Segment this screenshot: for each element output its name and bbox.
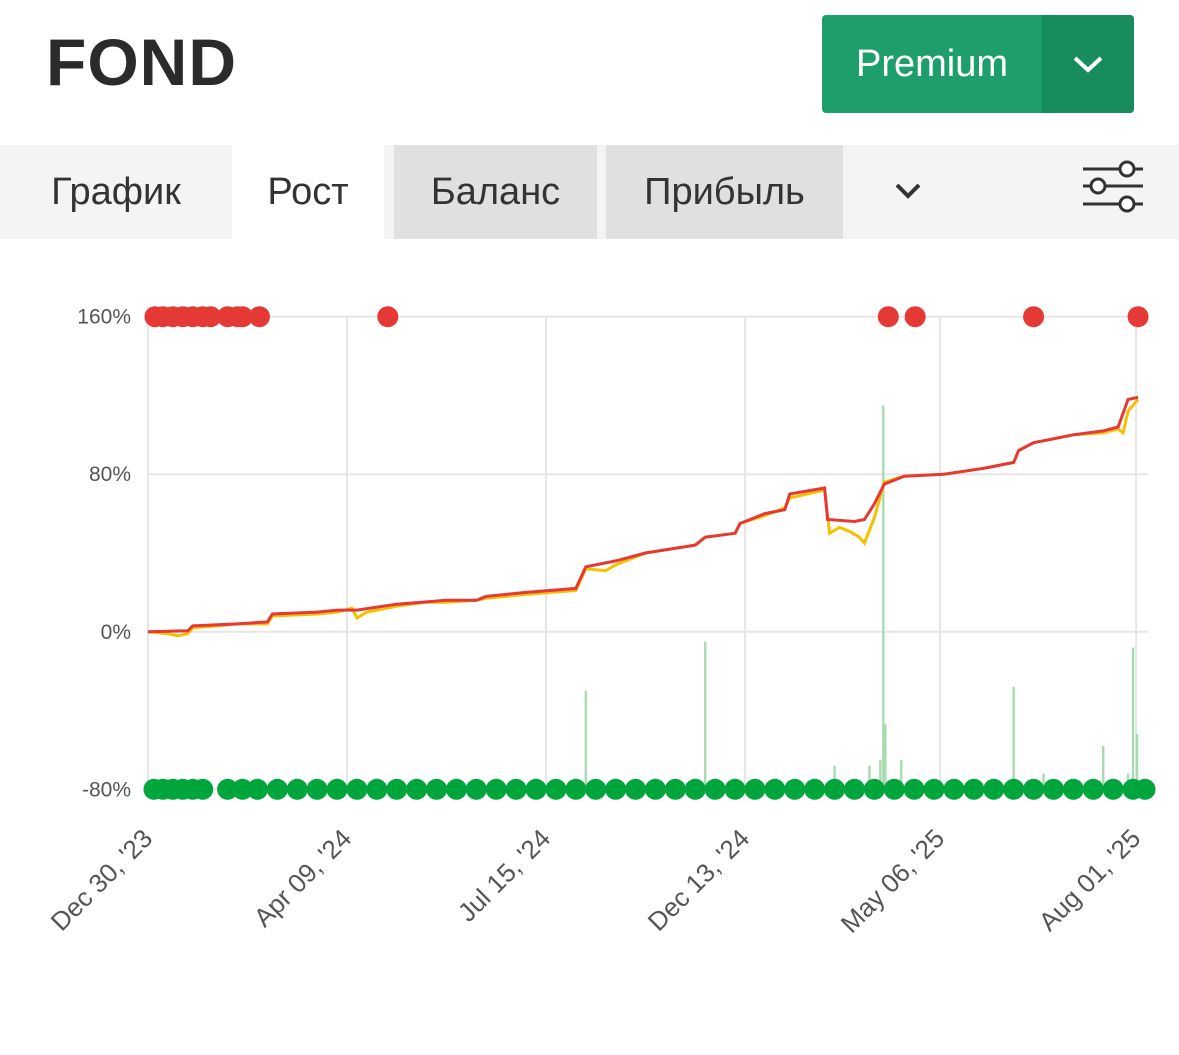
dot <box>505 778 527 800</box>
premium-button[interactable]: Premium <box>822 15 1134 113</box>
volume-bar <box>584 690 588 790</box>
dot <box>704 778 726 800</box>
dot <box>877 306 899 328</box>
volume-bar <box>882 405 885 790</box>
tab[interactable]: Прибыль <box>606 145 843 239</box>
dot <box>963 778 985 800</box>
line <box>147 398 1140 638</box>
dot <box>326 778 348 800</box>
button-label[interactable]: Premium <box>855 42 1009 85</box>
dot <box>232 778 254 800</box>
dot <box>1023 778 1045 800</box>
dot <box>565 778 587 800</box>
tab-active[interactable]: Рост <box>232 145 384 239</box>
tab[interactable]: График <box>0 145 232 239</box>
chart: 160% 80% 0% -80% Dec 30, '23 Apr 09, '24 Jul 1… <box>45 306 1156 939</box>
y-tick-label: 80% <box>89 463 131 486</box>
dot <box>525 778 547 800</box>
dot <box>1082 778 1104 800</box>
dot <box>1003 778 1025 800</box>
dot <box>377 306 399 328</box>
volume-bar <box>833 765 836 790</box>
dot <box>664 778 686 800</box>
x-tick-label: May 06, '25 <box>835 823 951 939</box>
dot <box>863 778 885 800</box>
dot <box>445 778 467 800</box>
y-tick-label: 160% <box>77 306 131 329</box>
dot <box>465 778 487 800</box>
dot <box>426 778 448 800</box>
dot <box>248 306 270 328</box>
dot <box>1127 306 1149 328</box>
dot <box>1134 778 1156 800</box>
x-tick-label: Apr 09, '24 <box>248 823 358 933</box>
dot <box>983 778 1005 800</box>
dot <box>764 778 786 800</box>
dot <box>406 778 428 800</box>
volume-bar <box>884 724 887 790</box>
x-tick-label: Dec 13, '24 <box>642 823 756 937</box>
chevron <box>1073 56 1103 73</box>
dot <box>1102 778 1124 800</box>
x-tick-label: Jul 15, '24 <box>452 823 556 927</box>
dot <box>386 778 408 800</box>
dot <box>1042 778 1064 800</box>
dot <box>903 778 925 800</box>
dot <box>644 778 666 800</box>
volume-bar <box>900 759 903 790</box>
volume-bar <box>1135 734 1139 790</box>
dot <box>286 778 308 800</box>
dot <box>605 778 627 800</box>
dot <box>366 778 388 800</box>
dot <box>904 306 926 328</box>
dot <box>883 778 905 800</box>
dot <box>744 778 766 800</box>
tab[interactable]: Баланс <box>394 145 597 239</box>
dot <box>824 778 846 800</box>
dot <box>306 778 328 800</box>
dot <box>843 778 865 800</box>
x-tick-label: Aug 01, '25 <box>1033 823 1147 937</box>
dot <box>217 778 239 800</box>
settings-icon[interactable] <box>1080 159 1146 219</box>
more-chevron[interactable] <box>893 181 923 203</box>
dot <box>943 778 965 800</box>
dot <box>923 778 945 800</box>
dot <box>246 778 268 800</box>
dot <box>1062 778 1084 800</box>
dot <box>485 778 507 800</box>
volume-bar <box>1102 745 1105 790</box>
dot <box>266 778 288 800</box>
volume-bar <box>879 759 882 790</box>
volume-bar <box>1131 647 1135 790</box>
dot <box>1023 306 1045 328</box>
y-tick-label: -80% <box>82 778 131 801</box>
x-tick-label: Dec 30, '23 <box>45 823 159 937</box>
dot <box>784 778 806 800</box>
dot <box>545 778 567 800</box>
dot <box>232 306 254 328</box>
tab-bar: График Рост Баланс Прибыль <box>0 145 1179 239</box>
dot <box>192 778 214 800</box>
volume-bar <box>868 765 871 790</box>
dot <box>625 778 647 800</box>
line <box>147 395 1139 634</box>
dropdown[interactable] <box>1042 15 1134 113</box>
dot <box>804 778 826 800</box>
dot <box>684 778 706 800</box>
volume-bar <box>1012 686 1015 790</box>
dot <box>724 778 746 800</box>
dot <box>200 306 222 328</box>
dot <box>585 778 607 800</box>
dot <box>346 778 368 800</box>
title: FOND <box>46 25 237 99</box>
volume-bar <box>1042 773 1045 790</box>
volume-bar <box>704 641 707 790</box>
y-tick-label: 0% <box>101 621 131 644</box>
